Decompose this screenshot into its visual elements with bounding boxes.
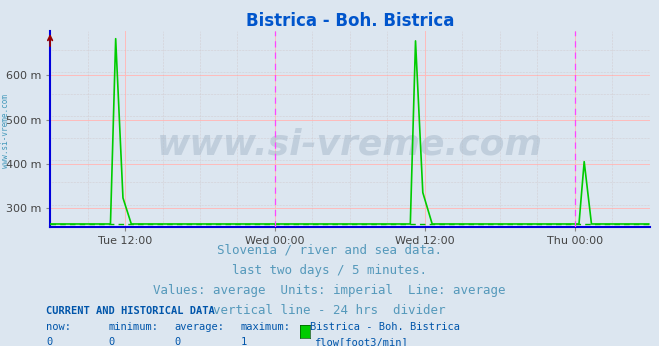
Text: average:: average: bbox=[175, 322, 225, 333]
Text: www.si-vreme.com: www.si-vreme.com bbox=[157, 128, 543, 162]
Text: 0: 0 bbox=[175, 337, 181, 346]
Text: vertical line - 24 hrs  divider: vertical line - 24 hrs divider bbox=[214, 304, 445, 317]
Text: 0: 0 bbox=[109, 337, 115, 346]
Text: maximum:: maximum: bbox=[241, 322, 291, 333]
Text: Bistrica - Boh. Bistrica: Bistrica - Boh. Bistrica bbox=[310, 322, 460, 333]
Text: minimum:: minimum: bbox=[109, 322, 159, 333]
Text: Values: average  Units: imperial  Line: average: Values: average Units: imperial Line: av… bbox=[154, 284, 505, 297]
Text: flow[foot3/min]: flow[foot3/min] bbox=[314, 337, 408, 346]
Text: 0: 0 bbox=[46, 337, 52, 346]
Text: CURRENT AND HISTORICAL DATA: CURRENT AND HISTORICAL DATA bbox=[46, 306, 215, 316]
Title: Bistrica - Boh. Bistrica: Bistrica - Boh. Bistrica bbox=[246, 11, 454, 30]
Text: 1: 1 bbox=[241, 337, 246, 346]
Text: www.si-vreme.com: www.si-vreme.com bbox=[1, 94, 10, 169]
Text: last two days / 5 minutes.: last two days / 5 minutes. bbox=[232, 264, 427, 277]
Text: now:: now: bbox=[46, 322, 71, 333]
Text: Slovenia / river and sea data.: Slovenia / river and sea data. bbox=[217, 244, 442, 257]
